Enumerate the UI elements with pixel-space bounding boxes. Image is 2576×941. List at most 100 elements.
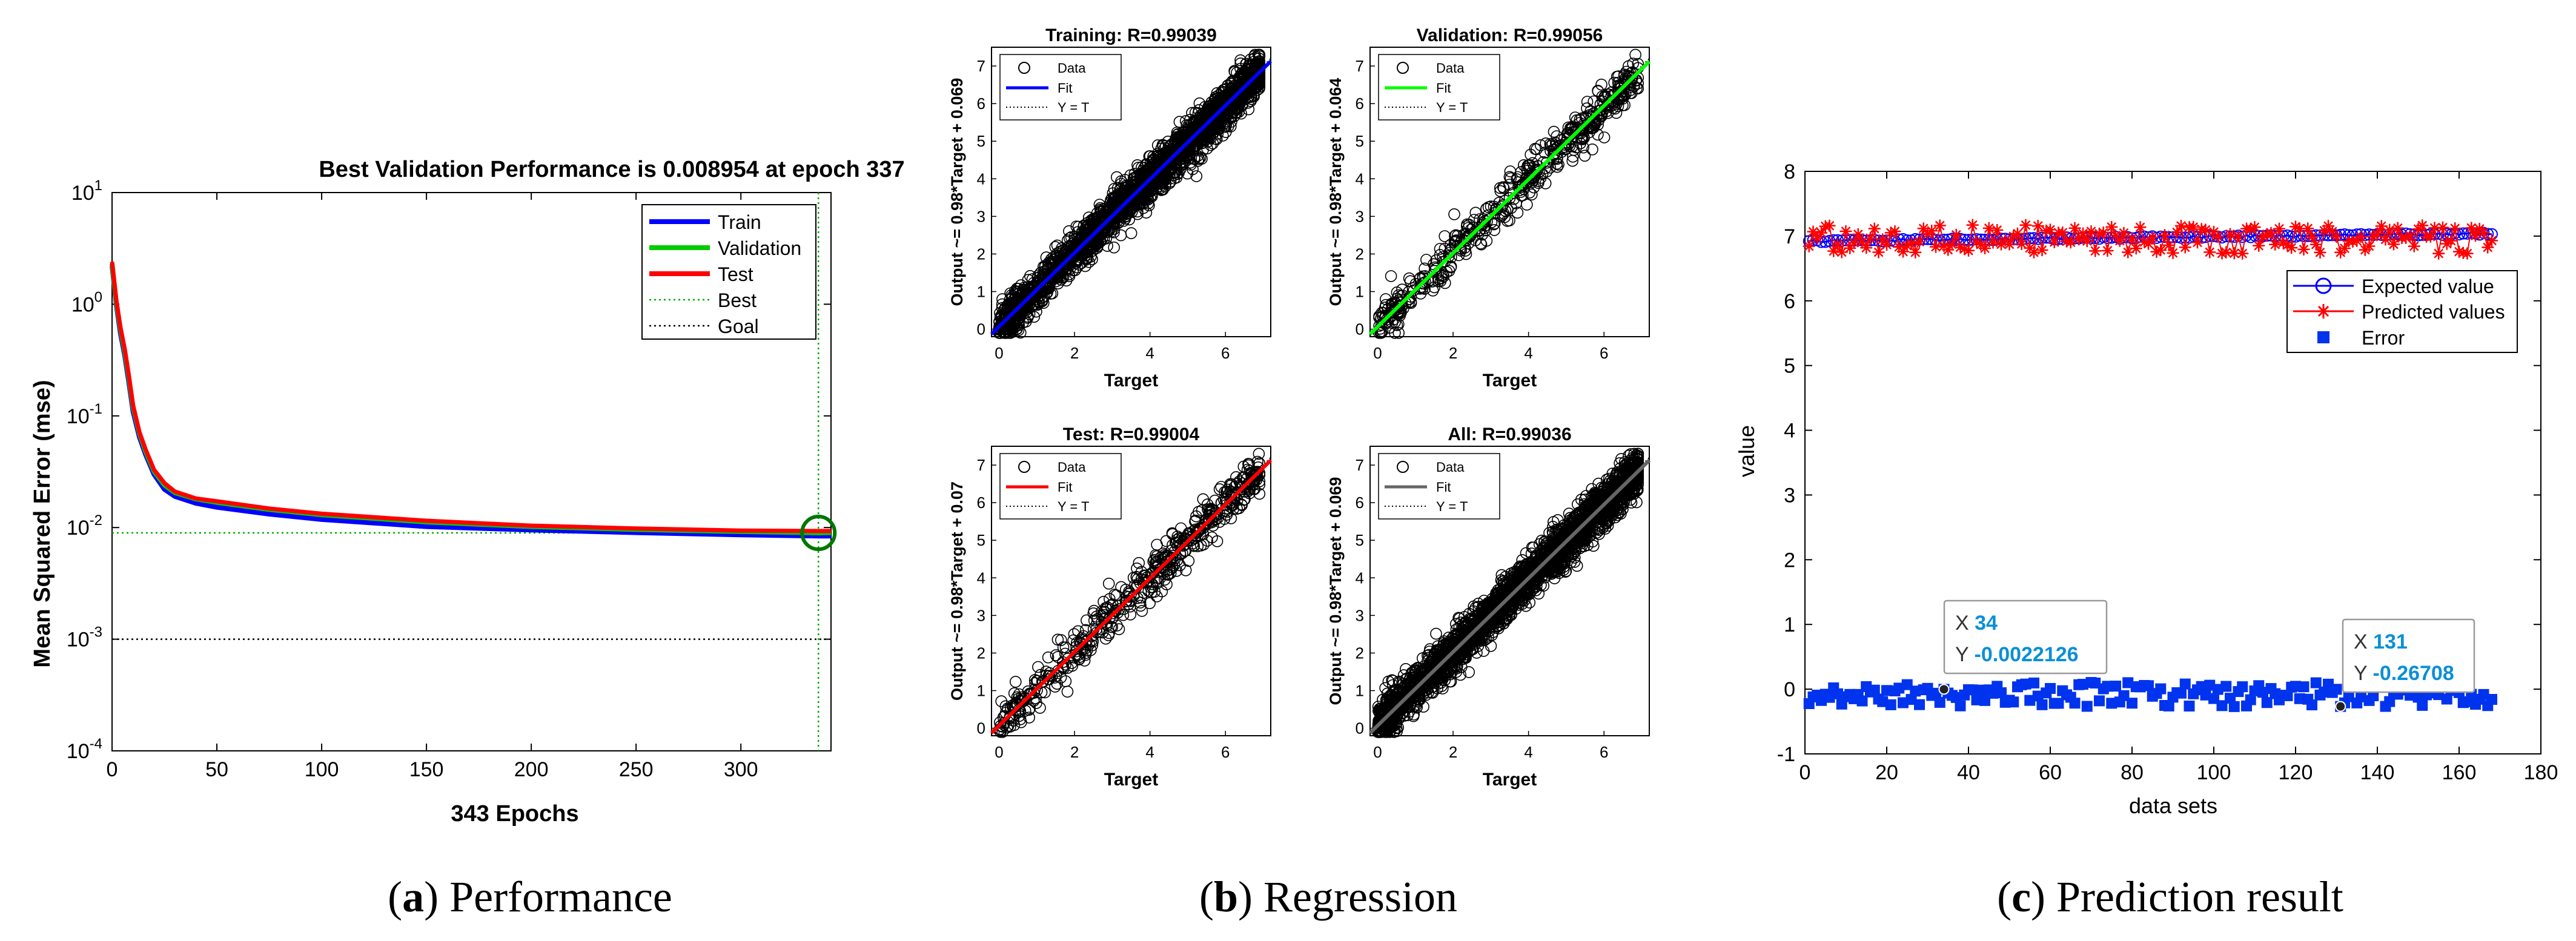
reg-data-point: [1131, 208, 1144, 220]
reg-data-point: [1114, 229, 1127, 242]
reg-data-point: [1087, 213, 1099, 225]
reg-data-point: [1192, 154, 1204, 167]
perf-ytick-label: 10-4: [67, 736, 102, 763]
perf-ytick-label: 101: [71, 177, 102, 205]
reg-xtick-label: 4: [1145, 344, 1154, 362]
reg-ytick-label: 1: [977, 283, 985, 301]
reg-ytick-label: 0: [977, 719, 985, 738]
reg-ytick-label: 2: [1356, 245, 1364, 263]
reg-data-point: [997, 326, 1010, 339]
reg-ytick-label: 2: [977, 644, 985, 662]
reg-xlabel: Target: [1483, 371, 1537, 391]
reg-data-point: [1107, 207, 1119, 220]
reg-data-point: [1157, 175, 1170, 188]
perf-ytick-label: 100: [71, 289, 102, 316]
reg-title: Validation: R=0.99056: [1417, 25, 1603, 45]
reg-data-point: [1043, 256, 1055, 269]
reg-ytick-label: 3: [1356, 606, 1364, 624]
reg-legend-label: Fit: [1436, 81, 1451, 96]
reg-ytick-label: 0: [977, 320, 985, 338]
reg-ytick-label: 1: [1356, 283, 1364, 301]
perf-xtick-label: 300: [724, 758, 758, 781]
perf-plot-area: 0 50 100 150 200 250 30010110010-110-210-310-4…: [67, 177, 837, 781]
perf-xtick-label: 100: [305, 758, 339, 781]
reg-xtick-label: 6: [1221, 344, 1230, 362]
reg-ytick-label: 7: [977, 456, 985, 474]
reg-legend-label: Data: [1058, 61, 1086, 76]
reg-ylabel: Output ~= 0.98*Target + 0.069: [948, 78, 966, 306]
reg-ytick-label: 3: [977, 606, 985, 624]
reg-ytick-label: 5: [1356, 531, 1364, 549]
reg-legend-label: Fit: [1058, 480, 1072, 495]
reg-xlabel: Target: [1483, 770, 1537, 790]
reg-legend-label: Data: [1058, 460, 1086, 475]
reg-legend-label: Y = T: [1058, 499, 1089, 514]
reg-data-point: [1108, 241, 1120, 254]
reg-xtick-label: 0: [995, 344, 1003, 362]
reg-legend-label: Fit: [1058, 81, 1072, 96]
reg-data-point: [1156, 183, 1168, 196]
reg-xtick-label: 4: [1524, 743, 1532, 761]
reg-data-point: [1190, 170, 1203, 182]
perf-xtick-label: 0: [107, 758, 118, 781]
reg-legend-label: Y = T: [1058, 100, 1089, 115]
reg-data-point: [1072, 220, 1085, 233]
reg-legend-label: Y = T: [1436, 100, 1468, 115]
reg-data-point: [1156, 176, 1168, 188]
reg-ytick-label: 6: [977, 94, 985, 113]
reg-ytick-label: 5: [977, 531, 985, 549]
reg-title: Training: R=0.99039: [1045, 25, 1217, 45]
reg-ylabel: Output ~= 0.98*Target + 0.07: [948, 481, 966, 701]
reg-ytick-label: 7: [1356, 57, 1364, 75]
perf-series-test: [110, 261, 831, 533]
reg-ytick-label: 5: [1356, 132, 1364, 150]
reg-ytick-label: 2: [977, 245, 985, 263]
reg-xtick-label: 6: [1221, 743, 1230, 761]
reg-data-point: [1151, 139, 1164, 151]
reg-xtick-label: 0: [1373, 743, 1382, 761]
reg-xtick-label: 6: [1600, 743, 1608, 761]
reg-data-point: [1063, 225, 1075, 237]
reg-xtick-label: 0: [1373, 344, 1382, 362]
reg-xtick-label: 4: [1524, 344, 1532, 362]
reg-data-point: [1157, 139, 1170, 152]
reg-xtick-label: 2: [1449, 344, 1457, 362]
reg-data-point: [1242, 103, 1255, 116]
perf-xtick-label: 150: [409, 758, 444, 781]
perf-xtick-label: 250: [619, 758, 654, 781]
reg-ytick-label: 4: [1356, 569, 1364, 587]
perf-legend-label: Validation: [718, 237, 801, 259]
reg-data-point: [1115, 175, 1127, 188]
reg-ytick-label: 4: [1356, 170, 1364, 188]
reg-xtick-label: 2: [1449, 743, 1457, 761]
reg-data-point: [1218, 101, 1230, 113]
perf-title: Best Validation Performance is 0.008954 …: [319, 157, 904, 182]
reg-ytick-label: 3: [977, 207, 985, 225]
reg-ytick-label: 0: [1356, 719, 1364, 738]
reg-title: Test: R=0.99004: [1063, 424, 1200, 444]
panel-regression: Training: R=0.99039 Target Output ~= 0.98*…: [948, 25, 1651, 790]
reg-ytick-label: 4: [977, 569, 985, 587]
reg-ylabel: Output ~= 0.98*Target + 0.064: [1326, 78, 1345, 306]
reg-data-point: [1107, 220, 1119, 233]
perf-ytick-label: 10-3: [67, 624, 102, 652]
reg-data-point: [1183, 152, 1196, 165]
reg-xlabel: Target: [1104, 371, 1158, 391]
reg-ytick-label: 3: [1356, 207, 1364, 225]
reg-data-point: [1060, 274, 1073, 287]
perf-ylabel: Mean Squared Error (mse): [30, 380, 55, 667]
perf-legend-label: Goal: [718, 315, 759, 337]
perf-legend-label: Train: [718, 211, 761, 233]
reg-legend-label: Data: [1436, 61, 1465, 76]
reg-title: All: R=0.99036: [1448, 424, 1571, 444]
reg-data-point: [1101, 240, 1113, 252]
perf-ytick-label: 10-2: [67, 512, 102, 540]
perf-xtick-label: 200: [514, 758, 549, 781]
perf-xtick-label: 50: [205, 758, 228, 781]
reg-ytick-label: 6: [977, 494, 985, 512]
reg-ytick-label: 6: [1356, 94, 1364, 113]
reg-data-point: [1231, 67, 1243, 79]
